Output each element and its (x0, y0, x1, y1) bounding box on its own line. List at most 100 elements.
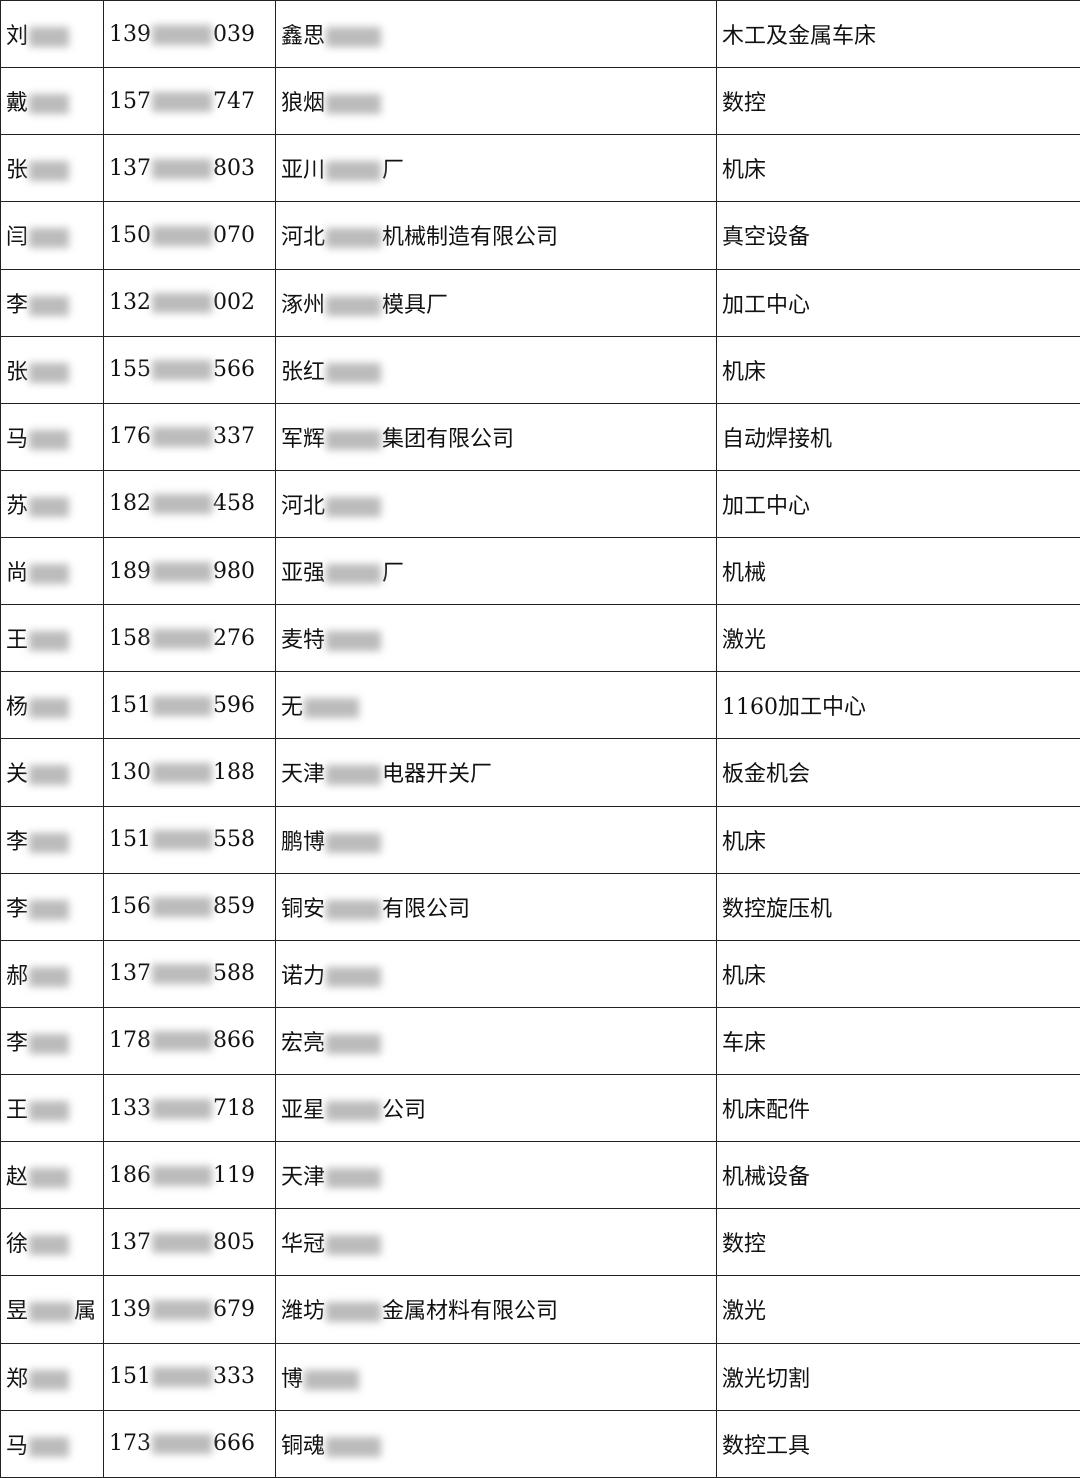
name-cell: 李 (0, 805, 104, 874)
redaction (326, 1436, 382, 1457)
product-cell: 机床 (716, 805, 1080, 874)
company-cell: 铜安 有限公司 (275, 872, 717, 941)
redaction (29, 832, 70, 853)
table-row: 郑 151 333 博 激光切割 (0, 1342, 1080, 1411)
company-cell: 张红 (275, 335, 717, 404)
table-row: 刘 139 039 鑫思 木工及金属车床 (0, 0, 1080, 69)
cell-text: 张红 (281, 359, 326, 385)
cell-text: 747 (213, 88, 255, 114)
redaction (152, 695, 212, 716)
cell-text: 真空设备 (722, 225, 811, 251)
phone-cell: 133 718 (103, 1073, 276, 1143)
cell-text: 河北 (281, 225, 326, 251)
product-cell: 数控 (716, 67, 1080, 136)
redaction (326, 228, 382, 249)
phone-cell: 189 980 (103, 536, 276, 606)
redaction (304, 698, 360, 719)
redaction (29, 362, 70, 383)
redaction (326, 1235, 382, 1256)
company-cell: 河北 (275, 469, 717, 539)
cell-text: 137 (109, 961, 151, 987)
redaction (326, 1101, 382, 1122)
cell-text: 铜魂 (281, 1433, 326, 1459)
cell-text: 尚 (6, 561, 29, 587)
name-cell: 马 (0, 402, 104, 471)
cell-text: 亚川 (281, 158, 326, 184)
cell-text: 333 (213, 1364, 255, 1390)
redaction (326, 631, 382, 652)
cell-text: 机床配件 (722, 1098, 811, 1124)
redaction (152, 897, 212, 918)
cell-text: 1160加工中心 (722, 695, 866, 721)
cell-text: 588 (213, 961, 255, 987)
table-row: 马 173 666 铜魂 数控工具 (0, 1409, 1080, 1478)
phone-cell: 139 039 (103, 0, 276, 69)
company-cell: 狼烟 (275, 67, 717, 136)
name-cell: 李 (0, 872, 104, 941)
redaction (326, 27, 382, 48)
cell-text: 039 (213, 21, 255, 47)
cell-text: 596 (213, 692, 255, 718)
table-row: 李 156 859 铜安 有限公司 数控旋压机 (0, 872, 1080, 941)
phone-cell: 178 866 (103, 1006, 276, 1076)
table-row: 杨 151 596 无 1160加工中心 (0, 671, 1080, 740)
redaction (29, 1101, 70, 1122)
redaction (29, 1369, 70, 1390)
cell-text: 186 (109, 1162, 151, 1188)
cell-text: 木工及金属车床 (722, 24, 877, 50)
cell-text: 李 (6, 896, 29, 922)
product-cell: 激光 (716, 604, 1080, 673)
phone-cell: 186 119 (103, 1141, 276, 1210)
company-cell: 铜魂 (275, 1409, 717, 1478)
redaction (29, 631, 70, 652)
cell-text: 涿州 (281, 292, 326, 318)
cell-text: 激光切割 (722, 1366, 811, 1392)
phone-cell: 151 596 (103, 671, 276, 740)
company-cell: 华冠 (275, 1208, 717, 1277)
cell-text: 昱 (6, 1299, 29, 1325)
cell-text: 139 (109, 1296, 151, 1322)
cell-text: 闫 (6, 225, 29, 251)
cell-text: 厂 (382, 158, 405, 184)
phone-cell: 137 803 (103, 134, 276, 203)
redaction (326, 496, 382, 517)
cell-text: 666 (213, 1431, 255, 1457)
company-cell: 宏亮 (275, 1006, 717, 1076)
name-cell: 李 (0, 1006, 104, 1076)
cell-text: 集团有限公司 (382, 426, 515, 452)
cell-text: 华冠 (281, 1232, 326, 1258)
name-cell: 刘 (0, 0, 104, 69)
table-row: 赵 186 119 天津 机械设备 (0, 1141, 1080, 1210)
cell-text: 机械设备 (722, 1165, 811, 1191)
product-cell: 木工及金属车床 (716, 0, 1080, 69)
cell-text: 150 (109, 222, 151, 248)
cell-text: 亚强 (281, 561, 326, 587)
table-row: 关 130 188 天津 电器开关厂 板金机会 (0, 738, 1080, 807)
redaction (29, 27, 70, 48)
cell-text: 杨 (6, 695, 29, 721)
cell-text: 鑫思 (281, 24, 326, 50)
cell-text: 机床 (722, 963, 767, 989)
phone-cell: 156 859 (103, 872, 276, 941)
cell-text: 137 (109, 1229, 151, 1255)
cell-text: 566 (213, 357, 255, 383)
cell-text: 558 (213, 827, 255, 853)
cell-text: 博 (281, 1366, 304, 1392)
cell-text: 郑 (6, 1366, 29, 1392)
cell-text: 137 (109, 155, 151, 181)
phone-cell: 139 679 (103, 1275, 276, 1344)
cell-text: 李 (6, 1030, 29, 1056)
cell-text: 王 (6, 1098, 29, 1124)
redaction (326, 966, 382, 987)
cell-text: 866 (213, 1028, 255, 1054)
cell-text: 亚星 (281, 1098, 326, 1124)
cell-text: 潍坊 (281, 1299, 326, 1325)
cell-text: 276 (213, 625, 255, 651)
company-cell: 亚川 厂 (275, 134, 717, 203)
cell-text: 189 (109, 558, 151, 584)
redaction (326, 161, 382, 182)
cell-text: 有限公司 (382, 896, 471, 922)
redaction (326, 429, 382, 450)
redaction (29, 966, 70, 987)
